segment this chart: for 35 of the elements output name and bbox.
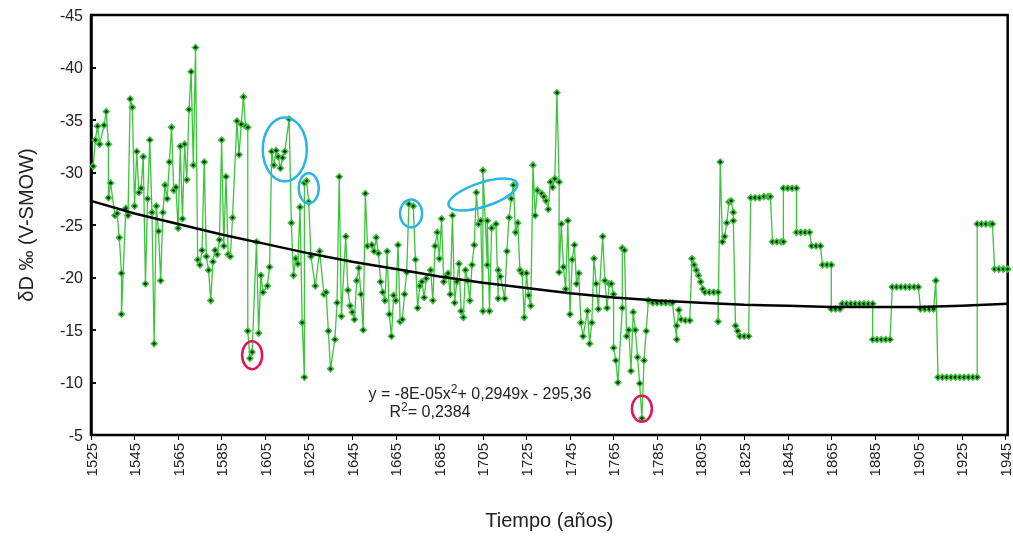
y-axis-title: δD ‰ (V-SMOW) — [15, 148, 37, 302]
y-tick-label: -25 — [59, 216, 84, 234]
annotation: R$^{2}$= 0,2384 — [389, 400, 471, 421]
y-tick-label: -45 — [59, 6, 84, 24]
x-tick-label: 1525 — [82, 443, 100, 477]
y-tick-label: -20 — [59, 269, 84, 286]
y-tick-label: -35 — [59, 111, 84, 129]
x-tick-label: 1585 — [213, 443, 231, 477]
x-tick-label: 1745 — [561, 443, 579, 477]
x-tick-label: 1705 — [474, 443, 492, 477]
x-tick-label: 1685 — [430, 443, 448, 477]
x-tick-label: 1785 — [648, 443, 666, 477]
x-tick-label: 1945 — [997, 443, 1013, 477]
x-tick-label: 1865 — [822, 443, 840, 477]
x-tick-label: 1605 — [256, 443, 274, 477]
x-tick-label: 1625 — [300, 443, 318, 477]
x-tick-label: 1545 — [126, 443, 144, 477]
x-tick-label: 1845 — [779, 443, 797, 477]
x-tick-label: 1885 — [866, 443, 884, 477]
y-tick-label: -10 — [59, 374, 84, 391]
x-tick-label: 1565 — [169, 443, 187, 477]
x-tick-label: 1825 — [735, 443, 753, 477]
y-tick-label: -40 — [59, 59, 84, 76]
x-tick-label: 1725 — [517, 443, 535, 477]
x-tick-label: 1765 — [605, 443, 623, 477]
y-tick-label: -15 — [59, 321, 84, 339]
x-axis-title: Tiempo (años) — [485, 509, 614, 531]
x-tick-label: 1665 — [387, 443, 405, 477]
x-tick-label: 1925 — [953, 443, 971, 477]
y-tick-label: -5 — [68, 426, 84, 444]
x-tick-label: 1645 — [343, 443, 361, 477]
annotation: y = -8E-05x$^{2}$+ 0,2949x - 295,36 — [368, 382, 592, 403]
y-tick-label: -30 — [59, 164, 84, 181]
x-tick-label: 1905 — [909, 443, 927, 477]
x-tick-label: 1805 — [692, 443, 710, 477]
